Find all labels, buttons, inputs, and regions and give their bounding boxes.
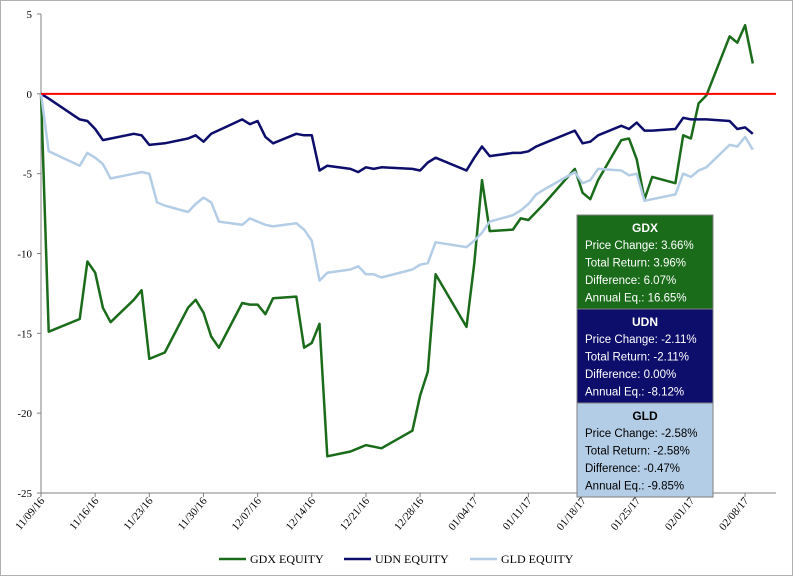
series-line-udn (40, 92, 754, 174)
x-tick-label: 01/18/17 (555, 495, 590, 533)
y-tick-label: 5 (27, 9, 33, 21)
stat-box-gld (576, 402, 714, 498)
x-tick-label: 02/01/17 (663, 495, 698, 533)
stat-box-title-udn: UDN (632, 315, 658, 329)
x-tick-label: 11/23/16 (122, 495, 156, 533)
stat-box-line-gdx: Annual Eq.: 16.65% (585, 293, 687, 305)
stat-box-title-gld: GLD (632, 409, 658, 423)
y-tick-label: -5 (23, 169, 33, 181)
x-tick-label: 12/14/16 (284, 495, 319, 533)
x-tick-label: 01/04/17 (446, 495, 481, 533)
legend-label-gld: GLD EQUITY (501, 552, 574, 566)
y-tick-label: 0 (27, 89, 33, 101)
legend-label-gdx: GDX EQUITY (250, 552, 324, 566)
stat-box-line-udn: Annual Eq.: -8.12% (585, 387, 684, 399)
x-tick-label: 12/28/16 (392, 495, 427, 533)
stat-box-line-gld: Difference: -0.47% (585, 463, 680, 475)
x-tick-label: 11/09/16 (13, 495, 47, 533)
stat-box-line-udn: Difference: 0.00% (585, 369, 676, 381)
stat-box-line-gdx: Difference: 6.07% (585, 275, 676, 287)
x-tick-label: 12/21/16 (338, 495, 373, 533)
x-tick-label: 11/30/16 (176, 495, 210, 533)
stat-box-line-gdx: Total Return: 3.96% (585, 258, 686, 270)
x-tick-label: 12/07/16 (230, 495, 265, 533)
y-tick-label: -15 (17, 328, 32, 340)
series-line-gld (39, 93, 754, 282)
stat-box-line-gld: Price Change: -2.58% (585, 428, 698, 440)
legend-label-udn: UDN EQUITY (375, 552, 449, 566)
y-tick-label: -25 (17, 488, 32, 500)
stat-box-udn (576, 308, 714, 404)
stat-box-line-udn: Total Return: -2.11% (585, 352, 689, 364)
stat-box-line-gld: Total Return: -2.58% (585, 446, 690, 458)
x-tick-label: 01/25/17 (609, 495, 644, 533)
x-tick-label: 02/08/17 (717, 495, 752, 533)
x-tick-label: 01/11/17 (501, 495, 535, 533)
stat-box-line-udn: Price Change: -2.11% (585, 334, 697, 346)
y-tick-label: -10 (17, 249, 32, 261)
stat-box-line-gld: Annual Eq.: -9.85% (585, 481, 684, 493)
stat-box-line-gdx: Price Change: 3.66% (585, 240, 694, 252)
stat-box-title-gdx: GDX (632, 221, 658, 235)
y-tick-label: -20 (17, 408, 32, 420)
x-tick-label: 11/16/16 (67, 495, 101, 533)
